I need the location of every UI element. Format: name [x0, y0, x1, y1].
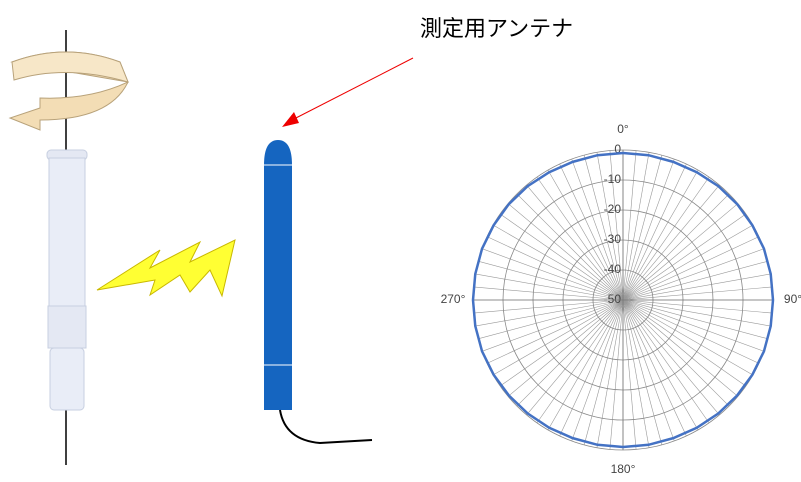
spoke	[622, 299, 730, 407]
spoke	[481, 299, 624, 352]
spoke	[596, 299, 624, 448]
theta-tick-label: 270°	[441, 292, 466, 306]
spoke	[596, 152, 624, 301]
spoke	[536, 299, 624, 424]
pattern-line	[471, 151, 775, 449]
spoke	[622, 299, 739, 397]
spoke	[622, 299, 754, 376]
spoke	[478, 260, 624, 301]
spoke	[622, 299, 663, 445]
test-antenna	[46, 149, 88, 411]
r-tick-label: -20	[604, 202, 622, 216]
spoke	[473, 286, 624, 301]
spoke	[499, 299, 624, 387]
r-tick-label: -10	[604, 172, 622, 186]
spoke	[622, 176, 710, 301]
spoke	[486, 299, 624, 364]
theta-tick-label: 0°	[617, 122, 629, 136]
spoke	[559, 299, 624, 437]
spoke	[622, 299, 675, 442]
spoke	[622, 299, 747, 387]
spoke	[473, 299, 624, 314]
spoke	[507, 203, 624, 301]
spoke	[571, 158, 624, 301]
spoke	[622, 299, 765, 352]
spoke	[516, 299, 624, 407]
spoke	[547, 299, 624, 431]
spoke	[622, 248, 765, 301]
spoke	[559, 163, 624, 301]
spoke	[492, 299, 624, 376]
spoke	[475, 299, 624, 327]
spoke	[583, 155, 624, 301]
spoke	[486, 236, 624, 301]
spoke	[571, 299, 624, 442]
spoke	[622, 260, 768, 301]
spoke	[622, 299, 773, 314]
spoke	[622, 213, 747, 301]
spoke	[507, 299, 624, 397]
spoke	[475, 273, 624, 301]
spoke	[526, 299, 624, 416]
spoke	[622, 299, 699, 431]
theta-tick-label: 90°	[784, 292, 801, 306]
spoke	[622, 169, 699, 301]
spoke	[622, 236, 760, 301]
spoke	[536, 176, 624, 301]
spoke	[622, 193, 730, 301]
spoke	[478, 299, 624, 340]
spoke	[622, 203, 739, 301]
spoke	[622, 184, 720, 301]
r-tick-label: -30	[604, 232, 622, 246]
spoke	[622, 299, 637, 450]
spoke	[583, 299, 624, 445]
spoke	[481, 248, 624, 301]
spoke	[547, 169, 624, 301]
spoke	[622, 163, 687, 301]
r-tick-label: -50	[604, 292, 622, 306]
polar-chart: 0 -10 -20 -30 -40 -50 0° 90° 180° 270°	[441, 122, 801, 476]
spoke	[609, 299, 624, 450]
spoke	[622, 299, 687, 437]
annotation: 測定用アンテナ	[420, 17, 573, 42]
spoke	[492, 224, 624, 301]
spoke	[622, 299, 760, 364]
pointer-line	[291, 57, 414, 121]
spoke	[526, 184, 624, 301]
r-tick-label: 0	[614, 142, 621, 156]
spoke	[516, 193, 624, 301]
spoke	[499, 213, 624, 301]
spoke	[622, 286, 773, 301]
spoke	[622, 299, 720, 416]
rotation-arrow	[8, 51, 129, 131]
spoke	[622, 158, 675, 301]
r-tick-label: -40	[604, 262, 622, 276]
spoke	[622, 152, 650, 301]
lightning	[96, 239, 236, 298]
spoke	[622, 224, 754, 301]
spoke	[622, 150, 637, 301]
spoke	[622, 299, 771, 327]
spoke	[622, 299, 710, 424]
spoke	[622, 273, 771, 301]
spoke	[609, 150, 624, 301]
measurement-antenna	[264, 140, 373, 445]
pointer-head	[282, 112, 299, 127]
spoke	[622, 299, 650, 448]
spoke	[622, 299, 768, 340]
spoke	[622, 155, 663, 301]
theta-tick-label: 180°	[611, 462, 636, 476]
